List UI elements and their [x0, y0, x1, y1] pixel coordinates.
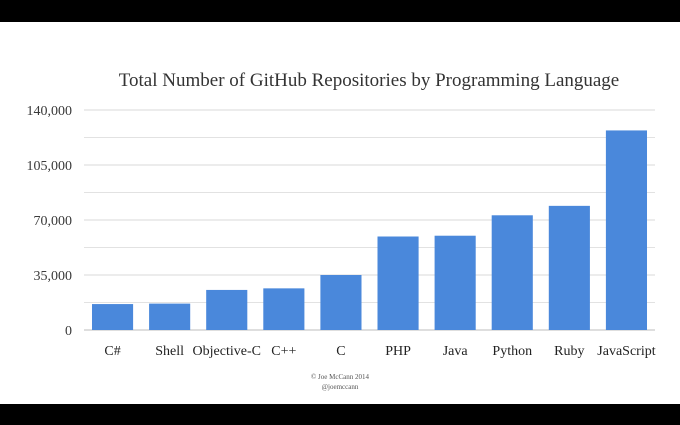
x-category-label: Java: [443, 344, 469, 359]
x-category-label: C++: [271, 344, 296, 359]
x-category-label: Shell: [155, 344, 184, 359]
x-category-label: PHP: [385, 344, 411, 359]
bar-objective-c: [206, 289, 248, 330]
x-category-label: Ruby: [554, 344, 584, 359]
bar-shell: [149, 303, 191, 330]
bar-ruby: [548, 205, 590, 330]
y-tick-label: 35,000: [34, 269, 73, 284]
bar-java: [434, 235, 476, 330]
x-category-label: Objective-C: [193, 344, 261, 359]
y-tick-label: 0: [65, 324, 72, 339]
bar-python: [491, 215, 533, 330]
x-axis-labels: C# Shell Objective-C C++ C PHP Java Python Ruby J…: [104, 344, 655, 359]
x-category-label: Python: [492, 344, 532, 359]
grid-lines: [84, 109, 655, 331]
credit-line-1: © Joe McCann 2014: [311, 373, 370, 381]
bar-chart: Total Number of GitHub Repositories by P…: [27, 70, 656, 391]
y-axis-ticks: 0 35,000 70,000 105,000 140,000: [27, 104, 73, 339]
bar-c: [320, 275, 362, 330]
slide: Total Number of GitHub Repositories by P…: [0, 22, 680, 404]
y-tick-label: 140,000: [27, 104, 73, 119]
bar-c: [263, 288, 305, 330]
credit-line-2: @joemccann: [322, 383, 359, 391]
x-category-label: C#: [104, 344, 120, 359]
bars: [91, 130, 648, 330]
bar-javascript: [605, 130, 648, 330]
bar-c: [91, 304, 134, 330]
y-tick-label: 105,000: [27, 159, 73, 174]
bar-php: [377, 236, 419, 330]
x-category-label: C: [336, 344, 345, 359]
y-tick-label: 70,000: [34, 214, 73, 229]
x-category-label: JavaScript: [597, 344, 655, 359]
chart-title: Total Number of GitHub Repositories by P…: [119, 70, 620, 91]
